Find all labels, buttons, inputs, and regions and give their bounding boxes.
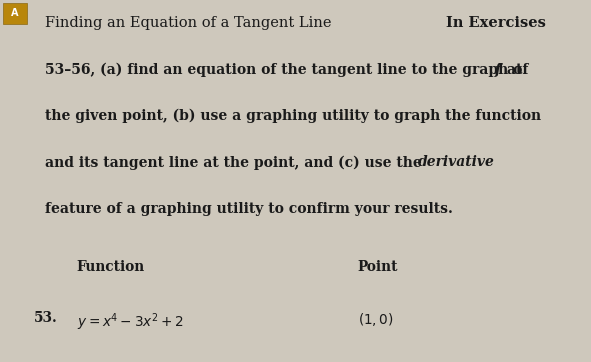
Text: Finding an Equation of a Tangent Line: Finding an Equation of a Tangent Line xyxy=(45,16,332,30)
Bar xyxy=(3,3,27,24)
Text: feature of a graphing utility to confirm your results.: feature of a graphing utility to confirm… xyxy=(45,202,453,216)
Text: A: A xyxy=(11,8,18,18)
Text: $(1, 0)$: $(1, 0)$ xyxy=(358,311,394,328)
Text: In Exercises: In Exercises xyxy=(446,16,546,30)
Text: at: at xyxy=(502,63,522,77)
Text: Function: Function xyxy=(77,260,145,274)
Text: Point: Point xyxy=(358,260,398,274)
Text: f: f xyxy=(495,63,501,77)
Text: 53.: 53. xyxy=(34,311,58,325)
Text: the given point, (b) use a graphing utility to graph the function: the given point, (b) use a graphing util… xyxy=(45,109,541,123)
Text: 53–56, (a) find an equation of the tangent line to the graph of: 53–56, (a) find an equation of the tange… xyxy=(45,63,533,77)
Text: $y = x^4 - 3x^2 + 2$: $y = x^4 - 3x^2 + 2$ xyxy=(77,311,184,333)
Text: and its tangent line at the point, and (c) use the: and its tangent line at the point, and (… xyxy=(45,155,427,170)
Text: derivative: derivative xyxy=(418,155,495,169)
